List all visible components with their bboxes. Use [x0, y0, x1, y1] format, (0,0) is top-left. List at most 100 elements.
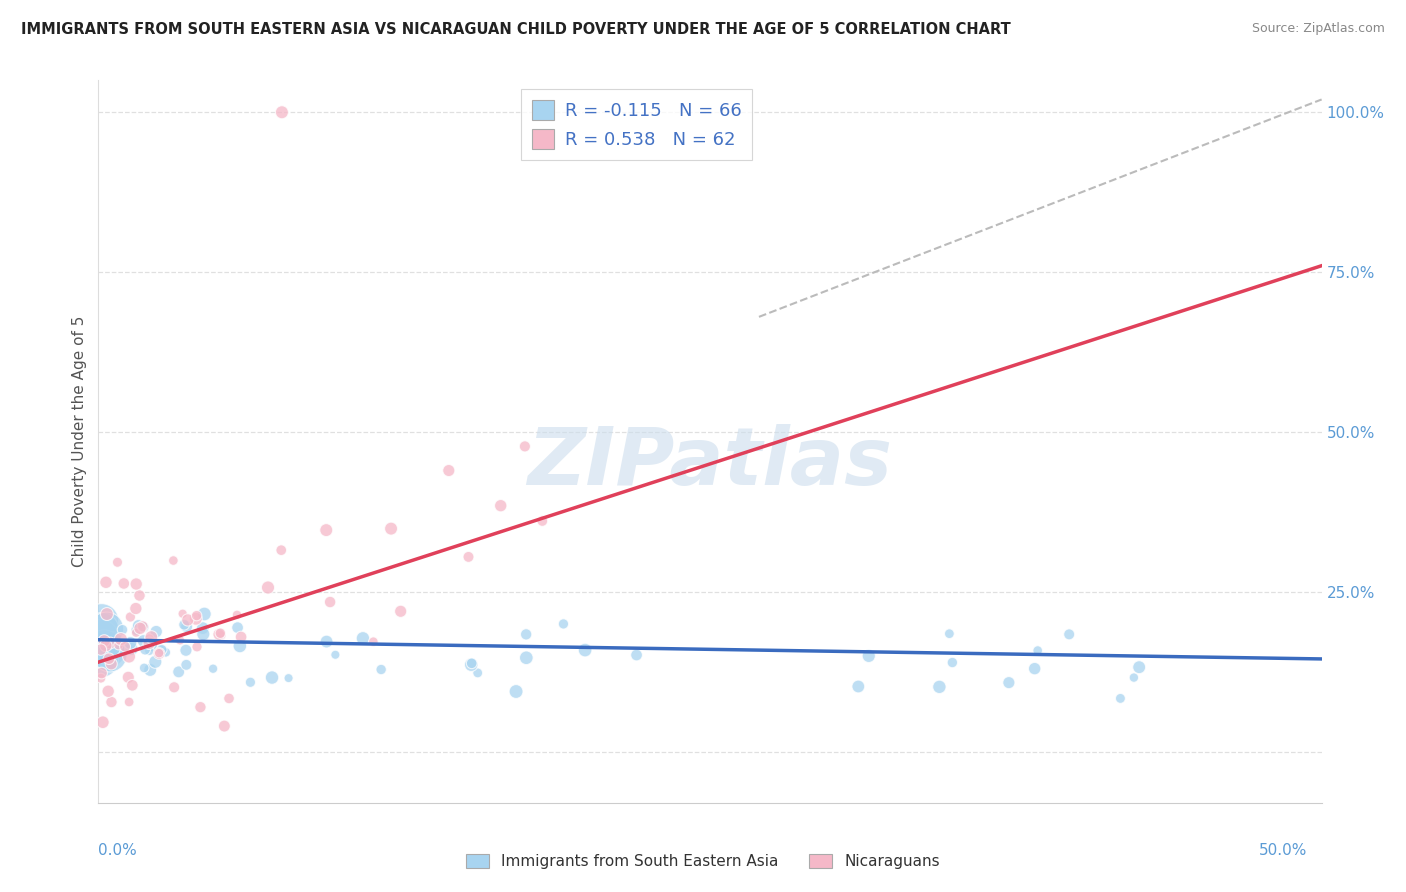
Point — [193, 627, 215, 641]
Point — [112, 576, 135, 591]
Point — [125, 623, 148, 637]
Point — [100, 695, 122, 709]
Point — [90, 653, 112, 667]
Point — [141, 639, 163, 653]
Point — [93, 633, 115, 648]
Point — [319, 595, 342, 609]
Point — [1109, 691, 1132, 706]
Point — [941, 656, 963, 670]
Point — [98, 636, 121, 650]
Point — [143, 655, 166, 669]
Point — [626, 648, 648, 662]
Point — [132, 620, 155, 634]
Point — [101, 630, 124, 644]
Point — [155, 645, 177, 659]
Point — [229, 630, 252, 644]
Point — [186, 640, 208, 654]
Point — [163, 681, 186, 695]
Point — [91, 715, 114, 730]
Point — [97, 643, 120, 657]
Point — [118, 695, 141, 709]
Text: 50.0%: 50.0% — [1260, 843, 1308, 858]
Point — [513, 439, 536, 453]
Point — [457, 549, 479, 564]
Point — [174, 643, 197, 657]
Point — [138, 636, 160, 650]
Point — [226, 621, 249, 635]
Point — [239, 675, 262, 690]
Point — [125, 577, 148, 591]
Text: ZIPatlas: ZIPatlas — [527, 425, 893, 502]
Point — [191, 621, 214, 635]
Point — [97, 651, 120, 665]
Point — [489, 499, 512, 513]
Point — [531, 514, 554, 528]
Point — [1122, 671, 1144, 685]
Point — [229, 639, 252, 653]
Point — [150, 642, 173, 657]
Point — [176, 619, 198, 633]
Point — [134, 642, 156, 657]
Point — [315, 634, 337, 648]
Point — [138, 632, 160, 646]
Point — [129, 621, 152, 635]
Point — [110, 632, 132, 647]
Point — [173, 617, 195, 632]
Point — [202, 662, 225, 676]
Point — [1026, 643, 1049, 657]
Point — [138, 644, 160, 658]
Point — [96, 622, 118, 636]
Point — [103, 641, 125, 656]
Point — [107, 638, 129, 652]
Point — [460, 657, 482, 671]
Point — [574, 643, 596, 657]
Point — [226, 607, 249, 622]
Point — [150, 644, 173, 658]
Point — [214, 719, 236, 733]
Point — [93, 640, 115, 654]
Point — [270, 105, 294, 120]
Point — [1057, 627, 1080, 641]
Point — [132, 633, 155, 648]
Point — [380, 522, 402, 536]
Point — [94, 639, 117, 653]
Point — [167, 665, 190, 679]
Point — [553, 616, 575, 631]
Point — [515, 650, 537, 665]
Point — [169, 633, 191, 648]
Point — [928, 680, 950, 694]
Point — [111, 623, 134, 637]
Point — [505, 684, 527, 698]
Point — [208, 627, 231, 641]
Point — [858, 648, 880, 663]
Point — [460, 657, 482, 672]
Text: Source: ZipAtlas.com: Source: ZipAtlas.com — [1251, 22, 1385, 36]
Point — [90, 614, 112, 628]
Text: IMMIGRANTS FROM SOUTH EASTERN ASIA VS NICARAGUAN CHILD POVERTY UNDER THE AGE OF : IMMIGRANTS FROM SOUTH EASTERN ASIA VS NI… — [21, 22, 1011, 37]
Point — [114, 640, 136, 654]
Point — [846, 680, 869, 694]
Point — [257, 581, 280, 595]
Point — [184, 612, 207, 626]
Point — [172, 607, 194, 621]
Point — [389, 604, 412, 618]
Point — [90, 623, 112, 637]
Point — [209, 628, 232, 642]
Point — [90, 630, 112, 644]
Point — [162, 553, 184, 567]
Point — [190, 700, 212, 714]
Point — [370, 663, 392, 677]
Point — [100, 657, 122, 671]
Point — [125, 625, 148, 640]
Point — [176, 657, 198, 672]
Point — [186, 608, 208, 623]
Point — [121, 678, 143, 692]
Point — [98, 648, 121, 662]
Point — [209, 626, 232, 640]
Legend: Immigrants from South Eastern Asia, Nicaraguans: Immigrants from South Eastern Asia, Nica… — [460, 848, 946, 875]
Point — [139, 663, 162, 677]
Point — [128, 589, 150, 603]
Point — [515, 627, 537, 641]
Point — [120, 610, 142, 624]
Point — [118, 649, 141, 664]
